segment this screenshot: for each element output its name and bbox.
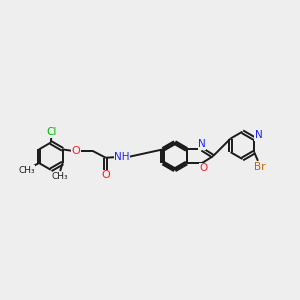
Text: CH₃: CH₃	[52, 172, 68, 181]
Text: Br: Br	[254, 162, 265, 172]
Text: O: O	[71, 146, 80, 156]
Text: NH: NH	[114, 152, 130, 162]
Text: O: O	[200, 163, 208, 173]
Text: N: N	[198, 139, 206, 149]
Text: CH₃: CH₃	[18, 166, 35, 175]
Text: O: O	[101, 170, 110, 180]
Text: N: N	[255, 130, 262, 140]
Text: Cl: Cl	[46, 127, 57, 137]
